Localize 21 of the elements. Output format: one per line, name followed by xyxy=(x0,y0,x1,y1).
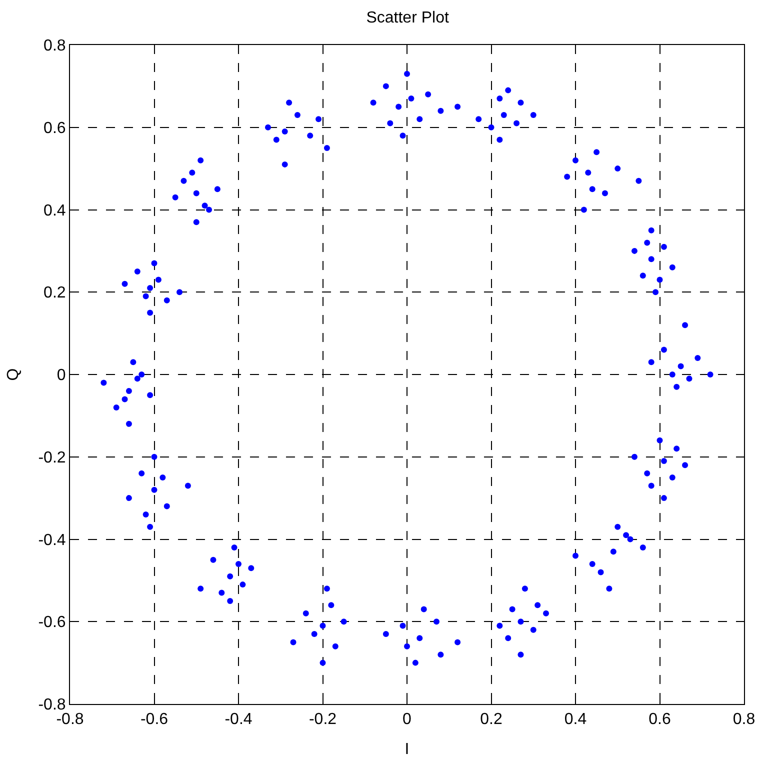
chart-title: Scatter Plot xyxy=(366,10,450,27)
x-tick-label: 0 xyxy=(402,711,412,728)
y-tick-label: -0.2 xyxy=(38,449,66,466)
x-tick-label: 0.2 xyxy=(480,711,502,728)
y-tick-label: -0.4 xyxy=(38,532,66,549)
x-tick-label: 0.6 xyxy=(648,711,671,728)
y-tick-label: -0.6 xyxy=(38,614,66,632)
y-tick-label: 0.6 xyxy=(44,120,66,137)
y-tick-label: 0.4 xyxy=(44,202,66,220)
y-tick-label: 0.2 xyxy=(44,284,66,302)
x-tick-label: -0.4 xyxy=(224,711,252,728)
x-tick-label: 0.8 xyxy=(732,711,756,728)
x-tick-label: -0.8 xyxy=(56,711,84,728)
y-tick-label: -0.8 xyxy=(38,696,66,714)
x-tick-label: -0.2 xyxy=(308,711,337,728)
y-tick-label: 0 xyxy=(56,367,66,384)
x-axis-title: I xyxy=(404,740,410,758)
y-tick-label: 0.8 xyxy=(44,38,66,55)
x-tick-label: 0.4 xyxy=(564,711,587,728)
x-tick-label: -0.6 xyxy=(140,711,168,728)
y-axis-title: Q xyxy=(5,368,22,381)
